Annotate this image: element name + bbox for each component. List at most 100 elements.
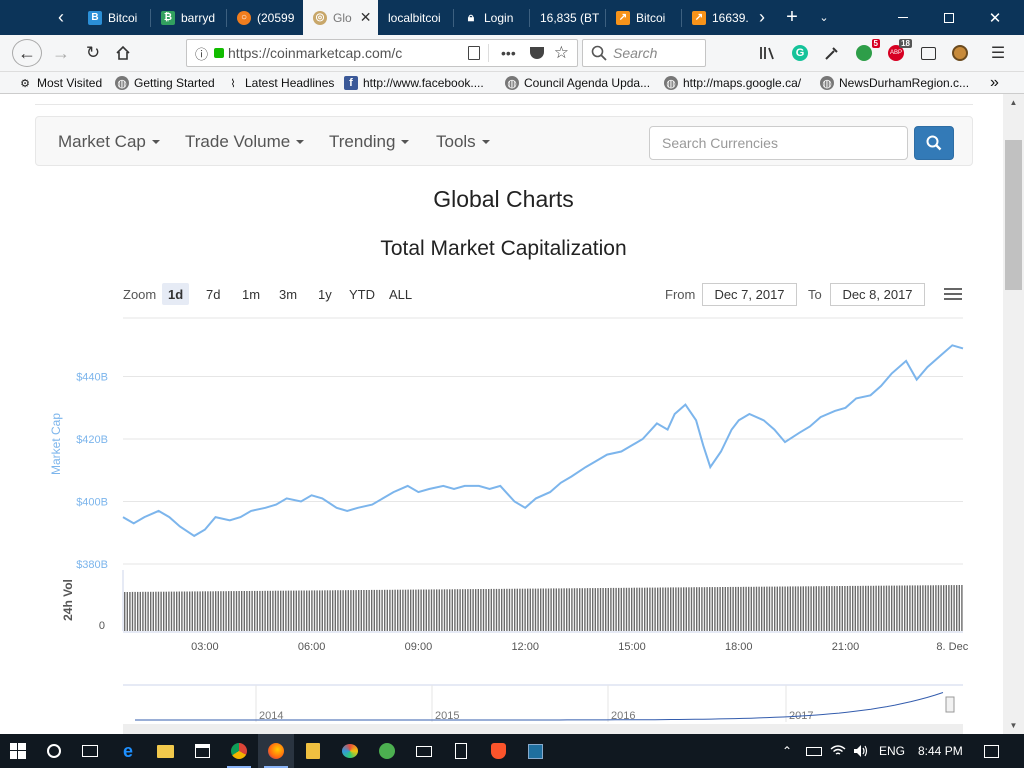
volume-bar[interactable] — [878, 585, 880, 631]
volume-bar[interactable] — [534, 588, 537, 631]
bookmark-google-maps[interactable]: ◍ http://maps.google.ca/ — [664, 74, 801, 92]
volume-bar[interactable] — [137, 591, 139, 631]
volume-bar[interactable] — [498, 588, 500, 631]
volume-bar[interactable] — [909, 585, 911, 631]
browser-tab[interactable]: ₿ barryd — [151, 0, 226, 35]
pocket-icon[interactable] — [529, 47, 544, 59]
volume-bar[interactable] — [462, 589, 464, 631]
volume-bar[interactable] — [524, 588, 526, 631]
volume-bar[interactable] — [945, 585, 947, 631]
volume-bar[interactable] — [550, 588, 552, 631]
browser-tab[interactable]: B Bitcoi — [78, 0, 150, 35]
volume-bar[interactable] — [831, 586, 833, 631]
volume-bar[interactable] — [152, 591, 154, 631]
search-button[interactable] — [914, 126, 954, 160]
volume-bar[interactable] — [456, 589, 459, 631]
volume-bar[interactable] — [352, 590, 355, 631]
adblock-icon[interactable]: ABP 18 — [886, 39, 912, 63]
volume-bar[interactable] — [573, 588, 576, 631]
task-view-icon[interactable] — [72, 734, 108, 768]
volume-bar[interactable] — [670, 587, 672, 631]
volume-bar[interactable] — [428, 589, 430, 632]
wifi-icon[interactable] — [830, 734, 846, 768]
file-explorer-icon[interactable] — [147, 734, 183, 768]
volume-bar[interactable] — [371, 589, 373, 631]
eyedropper-icon[interactable] — [822, 43, 842, 63]
volume-bar[interactable] — [802, 586, 804, 631]
volume-bar[interactable] — [394, 589, 396, 631]
volume-bar[interactable] — [537, 588, 539, 631]
volume-bar[interactable] — [688, 587, 690, 631]
volume-bar[interactable] — [937, 585, 940, 631]
volume-bar[interactable] — [280, 590, 282, 631]
volume-bar[interactable] — [880, 585, 882, 631]
more-bookmarks-icon[interactable]: » — [990, 74, 999, 91]
volume-bar[interactable] — [563, 588, 565, 631]
volume-bar[interactable] — [217, 591, 219, 631]
volume-bar[interactable] — [407, 589, 409, 631]
volume-bar[interactable] — [862, 585, 864, 631]
volume-bar[interactable] — [800, 586, 802, 631]
grammarly-icon[interactable]: G — [790, 43, 810, 63]
volume-bar[interactable] — [176, 591, 178, 631]
volume-bar[interactable] — [378, 589, 381, 631]
volume-bar[interactable] — [529, 588, 531, 631]
volume-bar[interactable] — [794, 586, 797, 631]
edge-icon[interactable]: e — [122, 740, 133, 761]
navigator-handle[interactable] — [945, 696, 955, 713]
battery-icon[interactable] — [806, 734, 822, 768]
cortana-search-icon[interactable] — [36, 734, 72, 768]
volume-bar[interactable] — [545, 588, 547, 632]
close-tab-icon[interactable]: ✕ — [359, 9, 372, 25]
volume-bar[interactable] — [402, 589, 404, 631]
volume-bar[interactable] — [914, 585, 916, 631]
volume-bar[interactable] — [376, 589, 378, 631]
volume-bar[interactable] — [134, 591, 136, 631]
volume-bar[interactable] — [727, 587, 729, 631]
bookmark-latest-headlines[interactable]: ⌇ Latest Headlines — [226, 74, 334, 92]
volume-bar[interactable] — [542, 588, 544, 632]
volume-bar[interactable] — [586, 588, 589, 631]
volume-bar[interactable] — [893, 585, 895, 631]
zoom-1m-button[interactable]: 1m — [242, 286, 261, 302]
scroll-down-icon[interactable]: ▼ — [1009, 721, 1018, 730]
volume-bar[interactable] — [568, 588, 570, 631]
volume-bar[interactable] — [815, 586, 817, 631]
search-currencies-input[interactable]: Search Currencies — [649, 126, 908, 160]
volume-bar[interactable] — [181, 591, 183, 632]
volume-bar[interactable] — [732, 586, 734, 631]
volume-bar[interactable] — [659, 587, 661, 632]
zoom-ytd-button[interactable]: YTD — [349, 286, 375, 302]
volume-bar[interactable] — [558, 588, 560, 631]
volume-bar[interactable] — [246, 591, 248, 631]
volume-bar[interactable] — [446, 589, 448, 631]
zoom-all-button[interactable]: ALL — [389, 286, 413, 302]
volume-bar[interactable] — [204, 591, 206, 631]
browser-tab[interactable]: ↗ Bitcoi — [606, 0, 681, 35]
minimize-icon[interactable] — [880, 0, 926, 35]
volume-bar[interactable] — [329, 590, 331, 631]
volume-bar[interactable] — [256, 590, 258, 631]
volume-bar[interactable] — [547, 588, 550, 632]
browser-tab[interactable]: 🔒︎ Login — [454, 0, 529, 35]
new-tab-icon[interactable]: + — [786, 6, 798, 28]
volume-bar[interactable] — [259, 590, 261, 631]
bookmark-news-durham[interactable]: ◍ NewsDurhamRegion.c... — [820, 74, 969, 92]
volume-bar[interactable] — [183, 591, 186, 632]
volume-bar[interactable] — [836, 586, 838, 631]
volume-bar[interactable] — [735, 586, 737, 631]
volume-bar[interactable] — [345, 590, 347, 631]
to-date-input[interactable]: Dec 8, 2017 — [830, 283, 925, 306]
volume-bar[interactable] — [313, 590, 316, 631]
volume-bar[interactable] — [781, 586, 784, 632]
volume-bar[interactable] — [753, 586, 755, 631]
volume-bar[interactable] — [511, 588, 513, 631]
volume-bar[interactable] — [467, 589, 469, 631]
volume-bar[interactable] — [854, 585, 856, 631]
volume-bar[interactable] — [274, 590, 277, 631]
bookmark-star-icon[interactable]: ☆ — [553, 43, 569, 62]
volume-bar[interactable] — [251, 590, 253, 631]
volume-bar[interactable] — [321, 590, 323, 631]
volume-bar[interactable] — [950, 585, 953, 631]
volume-bar[interactable] — [662, 587, 664, 632]
